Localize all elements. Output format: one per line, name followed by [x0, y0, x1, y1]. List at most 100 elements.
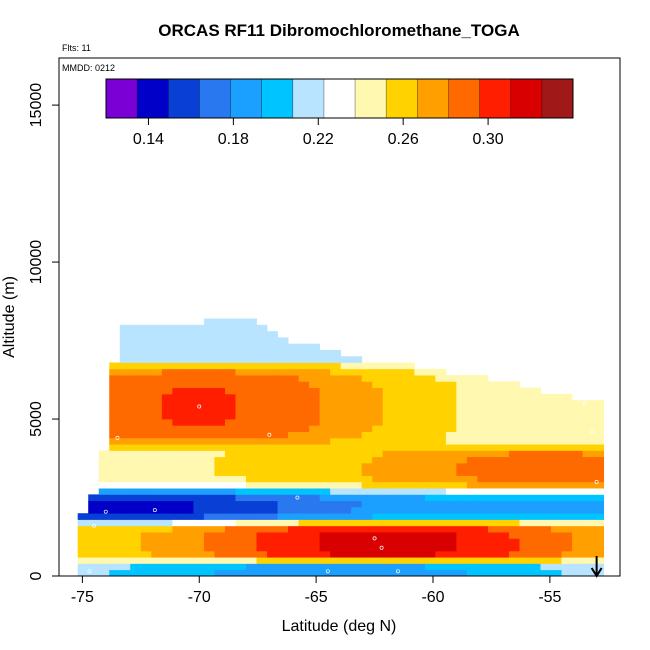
- heatmap-cell: [277, 469, 289, 476]
- heatmap-cell: [424, 425, 436, 432]
- heatmap-cell: [435, 563, 447, 571]
- heatmap-cell: [140, 412, 152, 420]
- sample-point: [372, 536, 377, 541]
- heatmap-cell: [561, 532, 573, 539]
- heatmap-cell: [288, 488, 299, 495]
- heatmap-cell: [77, 525, 89, 533]
- heatmap-cell: [540, 456, 552, 464]
- heatmap-cell: [361, 393, 373, 401]
- heatmap-cell: [256, 456, 268, 464]
- heatmap-cell: [382, 557, 394, 564]
- heatmap-cell: [246, 525, 257, 533]
- heatmap-cell: [519, 550, 531, 558]
- heatmap-cell: [288, 513, 299, 520]
- heatmap-cell: [267, 469, 278, 476]
- y-tick-label: 15000: [28, 83, 45, 128]
- heatmap-cell: [551, 431, 562, 439]
- heatmap-cell: [403, 544, 415, 552]
- heatmap-cell: [540, 400, 552, 407]
- heatmap-cell: [519, 387, 531, 395]
- heatmap-cell: [361, 368, 373, 376]
- heatmap-cell: [414, 456, 426, 464]
- heatmap-cell: [393, 557, 405, 564]
- heatmap-cell: [309, 375, 321, 382]
- heatmap-cell: [351, 481, 363, 489]
- heatmap-cell: [319, 393, 331, 401]
- heatmap-cell: [288, 393, 299, 401]
- heatmap-cell: [361, 400, 373, 407]
- heatmap-cell: [224, 368, 236, 376]
- heatmap-cell: [119, 349, 131, 357]
- heatmap-cell: [140, 469, 152, 476]
- heatmap-cell: [161, 462, 173, 470]
- heatmap-cell: [151, 506, 163, 514]
- heatmap-cell: [498, 481, 510, 489]
- heatmap-cell: [161, 513, 173, 520]
- heatmap-cell: [246, 318, 257, 326]
- heatmap-cell: [119, 356, 131, 363]
- heatmap-cell: [572, 563, 583, 571]
- heatmap-cell: [88, 506, 100, 514]
- y-axis-label: Altitude (m): [1, 276, 18, 358]
- heatmap-cell: [551, 412, 562, 420]
- heatmap-cell: [182, 431, 194, 439]
- heatmap-cell: [403, 444, 415, 451]
- heatmap-cell: [288, 525, 299, 533]
- heatmap-cell: [319, 538, 331, 546]
- heatmap-cell: [382, 569, 394, 577]
- heatmap-cell: [172, 324, 184, 332]
- heatmap-cell: [330, 356, 342, 363]
- heatmap-cell: [540, 488, 552, 495]
- heatmap-cell: [403, 456, 415, 464]
- heatmap-cell: [214, 387, 226, 395]
- heatmap-cell: [403, 500, 415, 508]
- heatmap-cell: [572, 569, 583, 577]
- heatmap-cell: [372, 550, 384, 558]
- heatmap-cell: [235, 412, 247, 420]
- heatmap-cell: [382, 481, 394, 489]
- heatmap-cell: [309, 469, 321, 476]
- heatmap-cell: [193, 343, 205, 351]
- heatmap-cell: [224, 494, 236, 502]
- heatmap-cell: [277, 362, 289, 370]
- heatmap-cell: [498, 494, 510, 502]
- heatmap-cell: [182, 375, 194, 382]
- heatmap-cell: [288, 375, 299, 382]
- heatmap-cell: [477, 525, 489, 533]
- heatmap-cell: [309, 475, 321, 483]
- heatmap-cell: [466, 456, 478, 464]
- heatmap-cell: [193, 532, 205, 539]
- heatmap-cell: [119, 431, 131, 439]
- heatmap-cell: [140, 343, 152, 351]
- heatmap-cell: [203, 475, 215, 483]
- heatmap-cell: [330, 519, 342, 527]
- x-tick-label: -75: [71, 589, 94, 606]
- heatmap-cell: [182, 343, 194, 351]
- heatmap-cell: [561, 563, 573, 571]
- heatmap-cell: [414, 475, 426, 483]
- heatmap-cell: [361, 412, 373, 420]
- heatmap-cell: [330, 538, 342, 546]
- heatmap-cell: [466, 400, 478, 407]
- heatmap-cell: [172, 368, 184, 376]
- colorbar-swatch: [168, 79, 200, 118]
- heatmap-cell: [340, 387, 352, 395]
- heatmap-cell: [298, 513, 310, 520]
- sample-point: [325, 569, 330, 574]
- heatmap-cell: [393, 362, 405, 370]
- heatmap-cell: [214, 431, 226, 439]
- arrow-head: [590, 567, 603, 578]
- heatmap-cell: [235, 337, 247, 345]
- heatmap-cell: [372, 444, 384, 451]
- heatmap-cell: [445, 538, 457, 546]
- heatmap-cell: [530, 488, 541, 495]
- heatmap-cell: [182, 475, 194, 483]
- heatmap-cell: [572, 513, 583, 520]
- heatmap-cell: [466, 387, 478, 395]
- heatmap-cell: [267, 532, 278, 539]
- heatmap-cell: [582, 550, 594, 558]
- heatmap-cell: [130, 375, 142, 382]
- heatmap-cell: [140, 500, 152, 508]
- x-tick-label: -55: [538, 589, 561, 606]
- heatmap-cell: [256, 324, 268, 332]
